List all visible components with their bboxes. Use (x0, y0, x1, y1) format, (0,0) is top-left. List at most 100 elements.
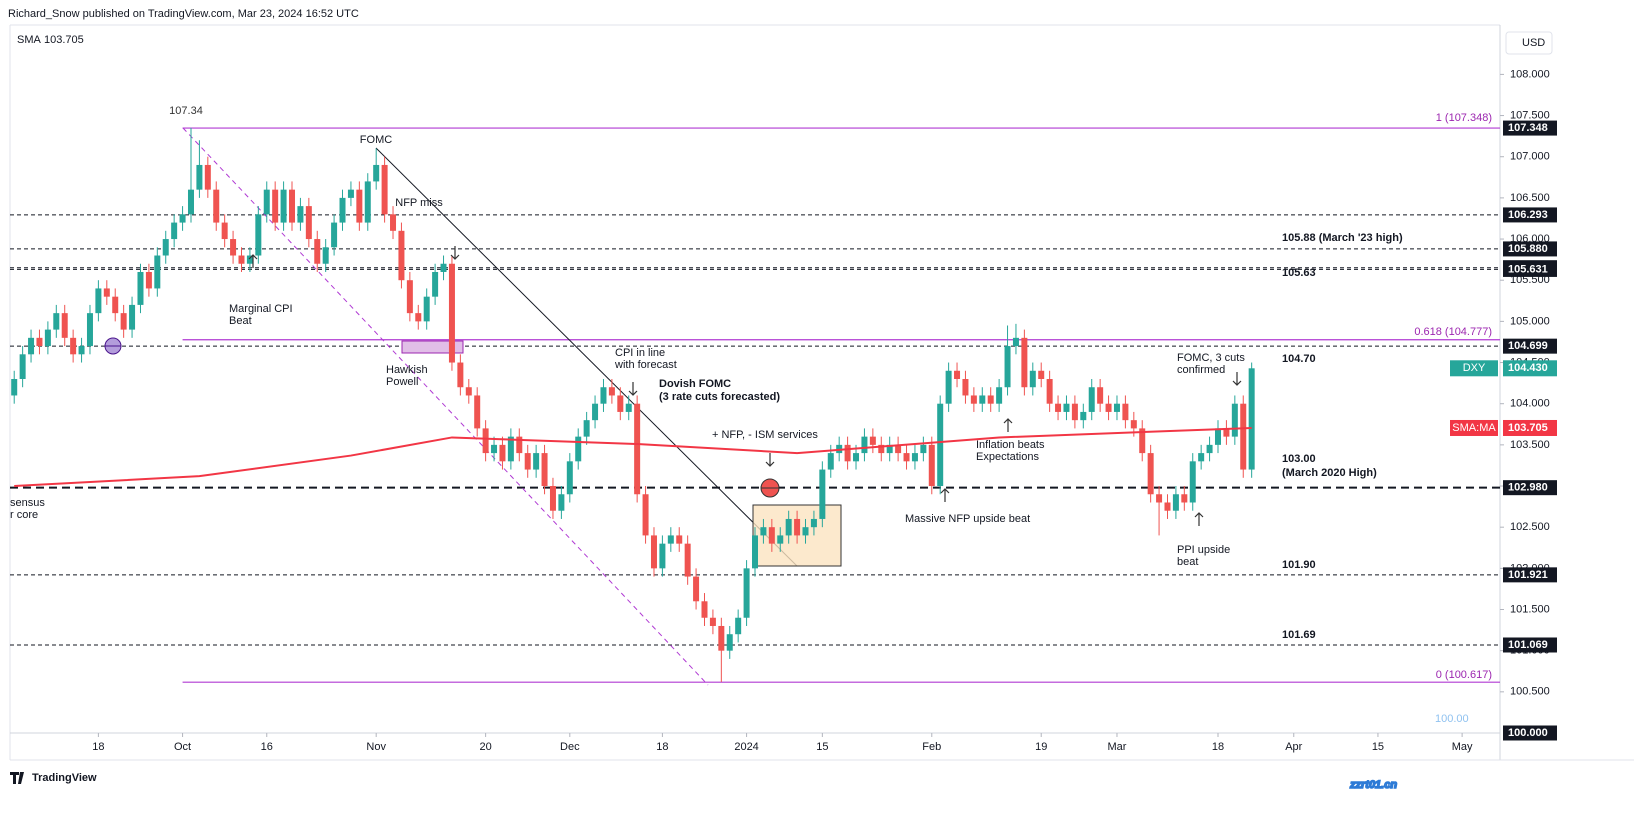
brand: TradingView (32, 772, 97, 784)
candle-body (752, 535, 758, 569)
x-tick-label: Apr (1285, 741, 1302, 753)
currency-button[interactable] (1505, 31, 1553, 55)
candle-body (583, 420, 590, 437)
y-tick-label: 104.000 (1510, 398, 1550, 410)
candle-body (120, 313, 127, 330)
price-tags: 107.348106.293105.880105.652105.631104.6… (1450, 120, 1557, 741)
candle-body (735, 617, 742, 635)
price-tag-label: 101.921 (1508, 569, 1548, 581)
annotation: PPI upside (1177, 544, 1230, 556)
arrow (1232, 372, 1242, 386)
candle-body (533, 453, 540, 470)
candle-body (28, 337, 35, 355)
price-tag (1503, 207, 1557, 223)
candle-body (802, 527, 809, 536)
x-tick-label: 15 (816, 741, 828, 753)
x-tick-label: 2024 (734, 741, 758, 753)
candle-body (1029, 370, 1036, 388)
candle-body (667, 535, 674, 544)
arrows (248, 246, 1242, 526)
candle-body (171, 222, 178, 240)
candle-body (970, 395, 977, 404)
annotation: 100.00 (1435, 713, 1469, 725)
annotation: NFP miss (395, 197, 443, 209)
candle-body (331, 222, 338, 248)
price-tag (1503, 480, 1557, 496)
x-tick-label: 18 (92, 741, 104, 753)
price-tag (1503, 567, 1557, 583)
candle-body (406, 280, 413, 314)
candle-body (1012, 337, 1019, 347)
candle-body (44, 329, 51, 347)
candle-body (693, 576, 700, 602)
candle-body (558, 494, 565, 511)
annotation: 0.618 (104.777) (1414, 326, 1492, 338)
annotation: CPI in line (615, 347, 665, 359)
candle-body (625, 403, 632, 412)
publisher: Richard_Snow published on TradingView.co… (8, 8, 359, 20)
candle-body (36, 337, 43, 347)
candle-body (112, 296, 119, 314)
candle-body (179, 214, 186, 223)
candle-body (987, 395, 994, 404)
candle-body (1231, 403, 1238, 437)
candle-body (920, 444, 927, 454)
highlight-box (401, 340, 464, 354)
candle-body (289, 189, 296, 223)
y-tick-label: 101.500 (1510, 603, 1550, 615)
candle-body (204, 164, 211, 190)
candle-body (911, 453, 918, 462)
candle-body (95, 288, 102, 314)
annotation: + NFP, - ISM services (712, 429, 818, 441)
candle-body (322, 247, 329, 264)
x-tick-label: 15 (1372, 741, 1384, 753)
candle-body (1248, 368, 1255, 470)
candle-body (280, 189, 287, 223)
candle-body (869, 436, 876, 445)
y-tick-label: 105.500 (1510, 274, 1550, 286)
candle-body (600, 387, 607, 404)
annotation: Powell (386, 376, 418, 388)
candle-body (760, 527, 767, 536)
candle-body (608, 387, 615, 396)
candle-body (1147, 453, 1154, 495)
candle-body (103, 288, 110, 297)
candle-body (347, 189, 354, 198)
annotation: (3 rate cuts forecasted) (659, 391, 780, 403)
candle-body (945, 370, 952, 404)
candle-body (1063, 403, 1070, 412)
candle-body (701, 601, 708, 618)
candle-body (78, 346, 85, 355)
x-tick-label: May (1452, 741, 1473, 753)
candle-body (381, 164, 388, 215)
candle-body (650, 535, 657, 569)
arrow (940, 488, 950, 502)
candle-body (187, 189, 194, 215)
y-tick-label: 108.000 (1510, 68, 1550, 80)
x-tick-label: Feb (922, 741, 941, 753)
candle-body (230, 239, 237, 256)
x-tick-label: 18 (1212, 741, 1224, 753)
candle-body (1004, 346, 1011, 388)
y-tick-label: 105.000 (1510, 315, 1550, 327)
series-tag-name: SMA:MA (1452, 422, 1496, 434)
annotation: Marginal CPI (229, 303, 293, 315)
annotation: Expectations (976, 451, 1039, 463)
price-tag-label: 106.293 (1508, 209, 1548, 221)
annotation: 103.00 (1282, 453, 1316, 465)
annotation: (March 2020 High) (1282, 467, 1377, 479)
candle-body (398, 230, 405, 281)
candle-body (1214, 428, 1221, 445)
candle-body (709, 617, 716, 626)
candle-body (937, 403, 944, 487)
price-tag-label: 100.000 (1508, 727, 1548, 739)
y-tick-label: 106.500 (1510, 192, 1550, 204)
annotation: 1 (107.348) (1436, 112, 1492, 124)
price-tag-label: 103.705 (1508, 422, 1548, 434)
candle-body (61, 313, 68, 338)
annotation: 101.90 (1282, 559, 1316, 571)
series-tag (1450, 360, 1498, 377)
candle-body (861, 436, 868, 454)
annotation: 0 (100.617) (1436, 669, 1492, 681)
